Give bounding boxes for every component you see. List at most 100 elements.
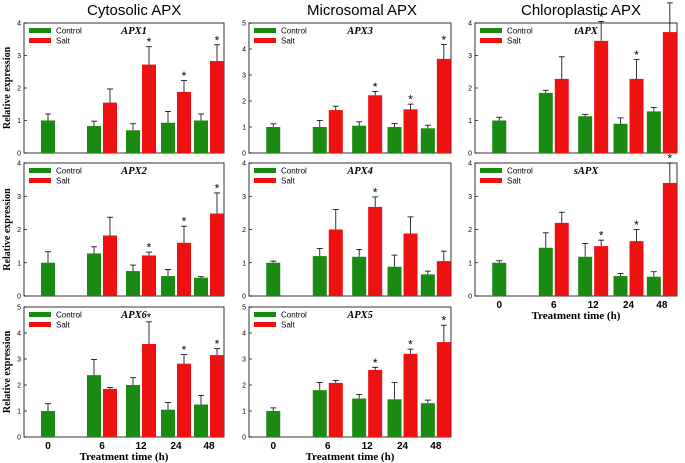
x-tick-label: 24 xyxy=(170,441,182,452)
column-title-chloroplastic: Chloroplastic APX xyxy=(521,2,641,19)
legend-label-control: Control xyxy=(507,27,533,36)
bar-control-6h xyxy=(538,92,553,153)
legend-swatch-salt xyxy=(29,322,51,327)
y-tick-label: 0 xyxy=(17,435,21,442)
bar-control-24h xyxy=(161,409,175,437)
legend-swatch-control xyxy=(29,28,51,33)
legend-label-salt: Salt xyxy=(281,37,296,46)
legend-label-control: Control xyxy=(56,167,82,176)
bar-control-48h xyxy=(194,120,208,153)
y-tick-label: 2 xyxy=(242,383,246,390)
panel-title: sAPX xyxy=(573,166,600,177)
y-tick-label: 5 xyxy=(242,21,246,28)
legend-swatch-control xyxy=(29,312,51,317)
x-tick-label: 0 xyxy=(270,441,276,452)
legend-swatch-salt xyxy=(254,322,276,327)
y-tick-label: 3 xyxy=(17,53,21,60)
legend-swatch-salt xyxy=(480,38,502,43)
bar-control-12h xyxy=(126,385,140,437)
y-tick-label: 0 xyxy=(17,294,21,301)
legend-swatch-control xyxy=(254,28,276,33)
legend-label-salt: Salt xyxy=(56,37,71,46)
bar-salt-12h xyxy=(594,246,609,296)
legend-label-salt: Salt xyxy=(281,177,296,186)
panel-title: APX3 xyxy=(346,26,373,37)
bar-control-24h xyxy=(613,123,628,153)
legend-label-control: Control xyxy=(56,27,82,36)
bar-control-48h xyxy=(420,274,435,296)
legend-label-control: Control xyxy=(281,167,307,176)
bar-control-0h xyxy=(266,411,281,437)
bar-control-48h xyxy=(194,404,208,437)
bar-salt-6h xyxy=(103,235,117,296)
y-tick-label: 0 xyxy=(17,151,21,158)
x-tick-label: 6 xyxy=(551,300,557,311)
y-tick-label: 3 xyxy=(242,194,246,201)
significance-star: * xyxy=(373,80,378,94)
bar-control-6h xyxy=(87,375,101,437)
bar-control-0h xyxy=(266,262,281,296)
legend-label-salt: Salt xyxy=(56,321,71,330)
bar-control-12h xyxy=(352,256,367,296)
bar-salt-48h xyxy=(436,261,451,296)
significance-star: * xyxy=(182,343,187,357)
y-axis-label: Relative expression xyxy=(2,46,13,129)
bar-control-12h xyxy=(352,398,367,437)
bar-control-12h xyxy=(126,130,140,153)
y-tick-label: 0 xyxy=(468,151,472,158)
y-tick-label: 4 xyxy=(468,161,472,168)
bar-salt-24h xyxy=(629,241,644,296)
bar-salt-6h xyxy=(554,78,569,153)
y-tick-label: 1 xyxy=(17,409,21,416)
bar-control-24h xyxy=(387,399,402,437)
y-tick-label: 3 xyxy=(17,194,21,201)
bar-salt-6h xyxy=(103,102,117,153)
y-tick-label: 5 xyxy=(242,305,246,312)
y-axis-label: Relative expression xyxy=(2,188,13,271)
y-tick-label: 0 xyxy=(242,151,246,158)
column-title-cytosolic: Cytosolic APX xyxy=(87,2,181,19)
panel-title: APX2 xyxy=(120,166,147,177)
bar-salt-12h xyxy=(142,343,156,437)
y-tick-label: 4 xyxy=(17,21,21,28)
panel-title: APX6 xyxy=(120,310,147,321)
bar-salt-6h xyxy=(554,222,569,296)
panel-title: tAPX xyxy=(574,26,598,37)
bar-control-24h xyxy=(161,276,175,296)
panel-title: APX1 xyxy=(120,26,147,37)
y-tick-label: 2 xyxy=(468,86,472,93)
significance-star: * xyxy=(147,241,152,255)
y-tick-label: 1 xyxy=(468,260,472,267)
legend-label-salt: Salt xyxy=(507,37,522,46)
significance-star: * xyxy=(634,48,639,62)
y-tick-label: 2 xyxy=(242,99,246,106)
bar-salt-48h xyxy=(210,355,224,437)
legend-swatch-salt xyxy=(29,38,51,43)
y-axis-label: Relative expression xyxy=(2,330,13,413)
significance-star: * xyxy=(182,215,187,229)
bar-control-48h xyxy=(420,403,435,437)
legend-label-salt: Salt xyxy=(507,177,522,186)
panel-title: APX4 xyxy=(346,166,373,177)
y-tick-label: 4 xyxy=(242,161,246,168)
legend-swatch-salt xyxy=(254,178,276,183)
x-tick-label: 48 xyxy=(203,441,215,452)
legend-label-control: Control xyxy=(507,167,533,176)
bar-salt-12h xyxy=(368,95,383,153)
y-tick-label: 3 xyxy=(468,53,472,60)
bar-salt-6h xyxy=(103,388,117,437)
bar-control-24h xyxy=(161,122,175,153)
legend-swatch-control xyxy=(29,168,51,173)
bar-control-0h xyxy=(41,120,55,153)
y-tick-label: 3 xyxy=(468,194,472,201)
bar-control-0h xyxy=(492,262,507,296)
significance-star: * xyxy=(599,10,604,24)
bar-control-24h xyxy=(387,266,402,296)
x-tick-label: 12 xyxy=(588,300,600,311)
y-tick-label: 4 xyxy=(468,21,472,28)
